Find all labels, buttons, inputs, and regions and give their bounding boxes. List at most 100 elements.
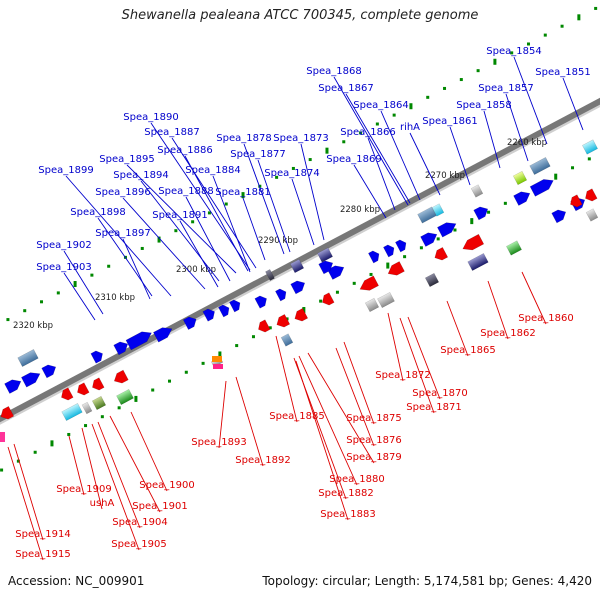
forward-gene-label-spea-1897: Spea_1897	[95, 228, 150, 239]
reverse-gene-label-spea-1915-leader	[7, 446, 44, 561]
forward-gene-arrow	[182, 316, 197, 330]
upper-tick-mark	[560, 24, 564, 28]
forward-gene-label-spea-1864: Spea_1864	[353, 100, 408, 111]
forward-gene-arrow	[229, 299, 241, 313]
forward-gene-label-spea-1874-leader	[291, 178, 315, 246]
forward-gene-label-spea-1854: Spea_1854	[486, 46, 541, 57]
genome-backbone	[0, 97, 600, 423]
forward-gene-label-spea-1886-leader	[184, 155, 249, 272]
upper-tick-mark	[325, 147, 329, 154]
feature-box	[417, 206, 437, 224]
forward-gene-arrow	[275, 288, 287, 302]
forward-gene-label-spea-1890-leader	[150, 122, 251, 271]
lower-tick-mark	[134, 395, 138, 402]
forward-gene-arrow	[551, 209, 567, 224]
reverse-gene-label-spea-1871-leader	[399, 317, 435, 414]
forward-gene-label-spea-1864-leader	[380, 110, 421, 201]
pink-feature	[0, 432, 5, 442]
forward-gene-label-spea-1899-leader	[65, 175, 172, 297]
forward-gene-arrow	[368, 250, 380, 264]
upper-tick-mark	[140, 246, 144, 250]
reverse-gene-arrow	[359, 275, 379, 291]
forward-gene-label-spea-1858-leader	[483, 110, 501, 169]
upper-tick-mark	[443, 86, 447, 90]
lower-tick-mark	[67, 432, 71, 436]
forward-gene-label-spea-1903: Spea_1903	[36, 262, 91, 273]
lower-tick-mark	[386, 262, 390, 269]
reverse-gene-arrow	[570, 194, 583, 208]
lower-tick-mark	[403, 255, 407, 259]
upper-tick-mark	[459, 78, 463, 82]
lower-tick-mark	[235, 344, 239, 348]
lower-tick-mark	[201, 361, 205, 365]
forward-gene-label-spea-1891-leader	[179, 220, 219, 288]
tick-label-2300kbp: 2300 kbp	[176, 265, 216, 275]
reverse-gene-label-spea-1883: Spea_1883	[320, 509, 375, 520]
forward-gene-arrow	[90, 350, 103, 364]
lower-tick-mark	[335, 290, 339, 294]
forward-gene-label-spea-1873-leader	[300, 143, 325, 241]
forward-gene-label-spea-1873: Spea_1873	[273, 133, 328, 144]
forward-gene-label-riha-leader	[409, 132, 441, 196]
lower-tick-mark	[587, 157, 591, 161]
reverse-gene-label-spea-1870-leader	[407, 316, 441, 400]
forward-gene-label-riha: rihA	[400, 122, 420, 133]
forward-gene-arrow	[4, 379, 22, 394]
reverse-gene-label-spea-1904: Spea_1904	[112, 517, 167, 528]
reverse-gene-arrow	[434, 247, 449, 261]
upper-tick-mark	[342, 140, 346, 144]
forward-gene-arrow	[41, 364, 57, 379]
lower-tick-mark	[117, 406, 121, 410]
forward-gene-label-spea-1899: Spea_1899	[38, 165, 93, 176]
reverse-gene-label-spea-1882: Spea_1882	[318, 488, 373, 499]
reverse-gene-label-spea-1915: Spea_1915	[15, 549, 70, 560]
reverse-gene-label-spea-1901: Spea_1901	[132, 501, 187, 512]
forward-gene-arrow	[113, 341, 129, 356]
reverse-gene-label-spea-1905-leader	[91, 423, 140, 551]
reverse-gene-label-usha: ushA	[90, 498, 115, 509]
lower-tick-mark	[151, 388, 155, 392]
forward-gene-label-spea-1878: Spea_1878	[216, 133, 271, 144]
lower-tick-mark	[218, 351, 222, 358]
upper-tick-mark	[23, 309, 27, 313]
reverse-gene-arrow	[462, 233, 485, 251]
forward-gene-arrow	[437, 222, 457, 238]
reverse-gene-arrow	[276, 314, 291, 328]
reverse-gene-label-spea-1914-leader	[13, 443, 44, 541]
upper-tick-mark	[40, 300, 44, 304]
upper-tick-mark	[90, 273, 94, 277]
upper-tick-mark	[526, 42, 530, 46]
accession-text: Accession: NC_009901	[8, 574, 145, 588]
forward-gene-label-spea-1851: Spea_1851	[535, 67, 590, 78]
feature-box	[470, 184, 484, 198]
forward-gene-label-spea-1857-leader	[505, 93, 529, 162]
lower-tick-mark	[319, 299, 323, 303]
reverse-gene-label-spea-1909-leader	[68, 435, 85, 496]
reverse-gene-label-spea-1880: Spea_1880	[329, 474, 384, 485]
upper-tick-mark	[56, 291, 60, 295]
forward-gene-arrow	[125, 331, 152, 351]
reverse-gene-label-spea-1879-leader	[307, 352, 375, 464]
tick-label-2290kbp: 2290 kbp	[258, 236, 298, 246]
reverse-gene-label-spea-1885-leader	[275, 335, 298, 423]
upper-tick-mark	[510, 51, 514, 55]
upper-tick-mark	[594, 6, 598, 10]
upper-tick-mark	[174, 229, 178, 233]
lower-tick-mark	[268, 326, 272, 330]
forward-gene-arrow	[327, 265, 345, 280]
reverse-gene-label-spea-1885: Spea_1885	[269, 411, 324, 422]
forward-gene-label-spea-1874: Spea_1874	[264, 168, 319, 179]
reverse-gene-arrow	[92, 377, 105, 391]
reverse-gene-label-usha-leader	[81, 427, 103, 510]
tick-label-2310kbp: 2310 kbp	[95, 293, 135, 303]
forward-gene-label-spea-1895-leader	[126, 164, 237, 274]
tick-label-2270kbp: 2270 kbp	[425, 171, 465, 181]
upper-tick-mark	[308, 158, 312, 162]
forward-gene-arrow	[290, 280, 306, 295]
feature-box	[582, 139, 598, 155]
feature-box	[317, 247, 333, 263]
reverse-gene-label-spea-1876: Spea_1876	[346, 435, 401, 446]
upper-tick-mark	[291, 166, 295, 170]
